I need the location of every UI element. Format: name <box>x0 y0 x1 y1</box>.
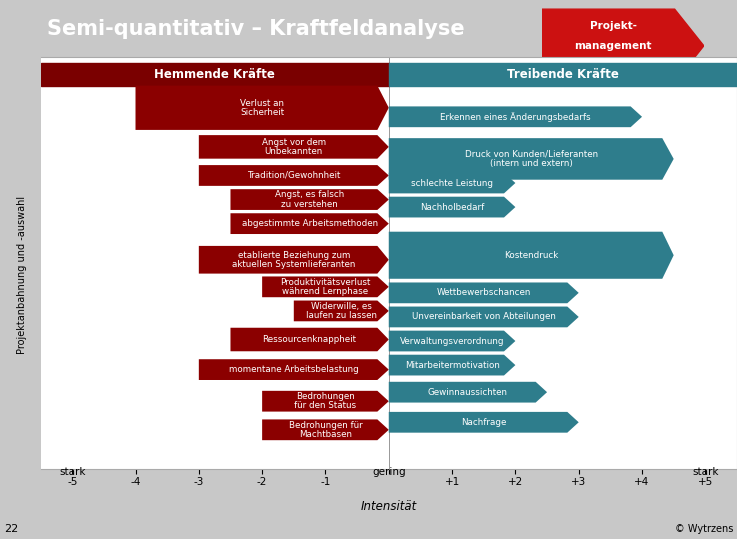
Polygon shape <box>231 328 389 351</box>
Polygon shape <box>389 106 642 127</box>
Text: Verlust an
Sicherheit: Verlust an Sicherheit <box>240 99 284 117</box>
Text: Hemmende Kräfte: Hemmende Kräfte <box>154 68 275 81</box>
Text: Angst, es falsch
zu verstehen: Angst, es falsch zu verstehen <box>275 190 344 209</box>
Text: Nachholbedarf: Nachholbedarf <box>420 203 484 212</box>
Polygon shape <box>199 165 389 186</box>
Polygon shape <box>231 189 389 210</box>
Text: Kostendruck: Kostendruck <box>504 251 559 260</box>
Text: momentane Arbeitsbelastung: momentane Arbeitsbelastung <box>229 365 359 374</box>
Text: Widerwille, es
laufen zu lassen: Widerwille, es laufen zu lassen <box>306 302 377 320</box>
Text: Gewinnaussichten: Gewinnaussichten <box>428 388 508 397</box>
Text: Projektanbahnung und -auswahl: Projektanbahnung und -auswahl <box>17 196 27 354</box>
Polygon shape <box>262 277 389 297</box>
Polygon shape <box>389 197 515 217</box>
Text: management: management <box>574 41 652 51</box>
Text: schlechte Leistung: schlechte Leistung <box>411 178 493 188</box>
Polygon shape <box>389 412 579 433</box>
Text: Verwaltungsverordnung: Verwaltungsverordnung <box>400 336 504 345</box>
Polygon shape <box>262 391 389 412</box>
Text: © Wytrzens: © Wytrzens <box>675 523 733 534</box>
Text: gering: gering <box>372 467 405 476</box>
Text: Semi-quantitativ – Kraftfeldanalyse: Semi-quantitativ – Kraftfeldanalyse <box>47 19 465 39</box>
Text: Angst vor dem
Unbekannten: Angst vor dem Unbekannten <box>262 137 326 156</box>
Polygon shape <box>231 213 389 234</box>
Bar <box>389 63 737 86</box>
Bar <box>41 63 389 86</box>
Text: 22: 22 <box>4 523 18 534</box>
Polygon shape <box>389 330 515 351</box>
Text: Tradition/Gewohnheit: Tradition/Gewohnheit <box>247 171 340 180</box>
Polygon shape <box>389 307 579 327</box>
Polygon shape <box>389 172 515 194</box>
Text: stark: stark <box>692 467 719 476</box>
Polygon shape <box>262 419 389 440</box>
Text: stark: stark <box>59 467 85 476</box>
Polygon shape <box>199 246 389 274</box>
Text: abgestimmte Arbeitsmethoden: abgestimmte Arbeitsmethoden <box>242 219 377 228</box>
Polygon shape <box>389 138 674 179</box>
Text: Erkennen eines Änderungsbedarfs: Erkennen eines Änderungsbedarfs <box>440 112 591 122</box>
X-axis label: Intensität: Intensität <box>360 500 417 514</box>
Text: etablierte Beziehung zum
aktuellen Systemlieferanten: etablierte Beziehung zum aktuellen Syste… <box>232 251 355 269</box>
Text: Bedrohungen
für den Status: Bedrohungen für den Status <box>294 392 357 410</box>
Polygon shape <box>389 232 674 279</box>
Text: Druck von Kunden/Lieferanten
(intern und extern): Druck von Kunden/Lieferanten (intern und… <box>464 150 598 168</box>
Polygon shape <box>136 86 389 130</box>
Polygon shape <box>199 135 389 158</box>
Polygon shape <box>389 382 547 403</box>
Text: Ressourcenknappheit: Ressourcenknappheit <box>262 335 357 344</box>
Text: Der erfolgreiche Einstieg: Der erfolgreiche Einstieg <box>572 66 654 72</box>
Text: Nachfrage: Nachfrage <box>461 418 506 427</box>
Text: Treibende Kräfte: Treibende Kräfte <box>507 68 619 81</box>
Polygon shape <box>389 282 579 303</box>
Text: Projekt-: Projekt- <box>590 20 637 31</box>
Polygon shape <box>199 359 389 380</box>
Polygon shape <box>542 9 704 82</box>
Polygon shape <box>294 301 389 321</box>
Text: Mitarbeitermotivation: Mitarbeitermotivation <box>405 361 500 370</box>
Text: Produktivitätsverlust
während Lernphase: Produktivitätsverlust während Lernphase <box>280 278 371 296</box>
Text: Bedrohungen für
Machtbasen: Bedrohungen für Machtbasen <box>289 420 363 439</box>
Text: Wettbewerbschancen: Wettbewerbschancen <box>436 288 531 298</box>
Polygon shape <box>389 355 515 376</box>
Text: Unvereinbarkeit von Abteilungen: Unvereinbarkeit von Abteilungen <box>412 313 556 321</box>
